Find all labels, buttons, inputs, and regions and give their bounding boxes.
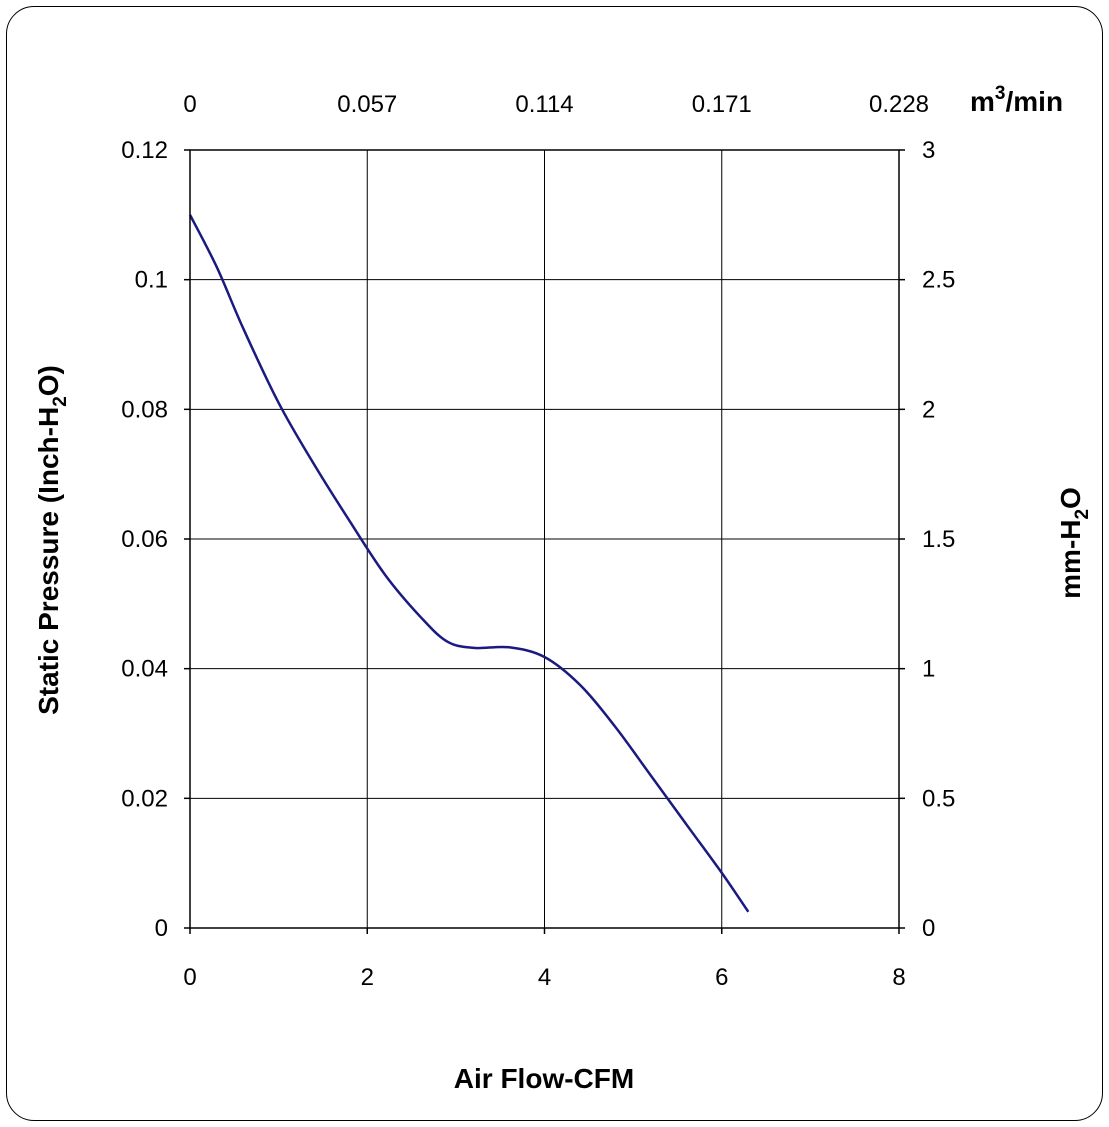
y-right-tick-label: 2.5 <box>922 267 955 294</box>
y-left-tick-label: 0 <box>155 915 168 942</box>
y-left-tick-label: 0.12 <box>121 137 168 164</box>
y-right-tick-label: 3 <box>922 137 935 164</box>
plot-border <box>189 149 900 929</box>
x-axis-bottom-ticks: 0 2 4 6 8 <box>183 928 906 991</box>
y-axis-left-ticks: 0 0.02 0.04 0.06 0.08 0.1 0.12 <box>121 137 190 942</box>
y-right-tick-label: 1 <box>922 656 935 683</box>
pressure-curve <box>188 214 750 913</box>
top-axis-unit: m3/min <box>970 83 1063 117</box>
y-left-tick-label: 0.1 <box>135 267 168 294</box>
chart-frame <box>6 6 1103 1121</box>
x-top-tick-label: 0.114 <box>515 91 573 118</box>
x-bottom-tick-label: 4 <box>538 964 551 991</box>
x-axis-top-ticks: 0 0.057 0.114 0.171 0.228 <box>183 91 929 118</box>
y-left-tick-label: 0.02 <box>121 785 168 812</box>
x-bottom-tick-label: 6 <box>715 964 728 991</box>
y-right-tick-label: 0.5 <box>922 785 955 812</box>
y-left-tick-label: 0.04 <box>121 656 168 683</box>
y-axis-left-title: Static Pressure (Inch-H2O) <box>33 365 71 715</box>
x-top-tick-label: 0.228 <box>869 91 929 118</box>
y-left-tick-label: 0.08 <box>121 396 168 423</box>
x-top-tick-label: 0.171 <box>692 91 752 118</box>
y-right-tick-label: 1.5 <box>922 526 955 553</box>
x-top-tick-label: 0 <box>183 91 196 118</box>
x-axis-title: Air Flow-CFM <box>454 1063 634 1094</box>
y-right-tick-label: 0 <box>922 915 935 942</box>
x-bottom-tick-label: 0 <box>183 964 196 991</box>
x-bottom-tick-label: 8 <box>892 964 905 991</box>
y-axis-right-ticks: 0 0.5 1 1.5 2 2.5 3 <box>899 137 955 942</box>
x-bottom-tick-label: 2 <box>361 964 374 991</box>
x-top-tick-label: 0.057 <box>337 91 397 118</box>
y-right-tick-label: 2 <box>922 396 935 423</box>
y-axis-right-title: mm-H2O <box>1055 487 1093 599</box>
y-left-tick-label: 0.06 <box>121 526 168 553</box>
grid <box>190 150 899 928</box>
